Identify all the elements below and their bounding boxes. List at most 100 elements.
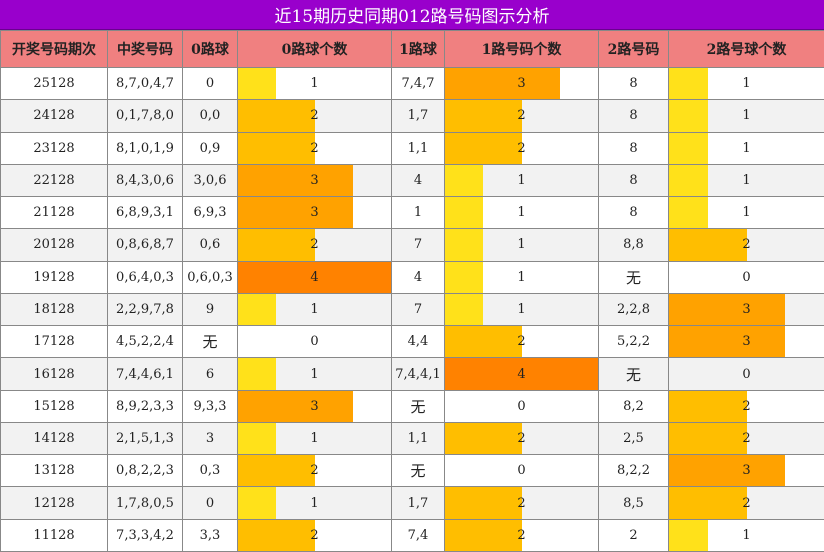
route2-cell: 8 [598, 196, 669, 230]
route0-count-cell: 1 [237, 421, 392, 456]
route2-count-cell: 2 [668, 421, 824, 456]
route2-count-cell: 1 [668, 196, 824, 230]
route0-count-cell: 3 [237, 389, 392, 423]
route2-cell: 8 [598, 99, 669, 133]
count-value: 2 [310, 463, 319, 479]
period-cell: 18128 [0, 292, 108, 327]
route0-count-cell: 3 [237, 196, 392, 230]
count-value: 2 [310, 140, 319, 156]
period-cell: 20128 [0, 228, 108, 262]
header-route1-count: 1路号码个数 [444, 30, 599, 68]
numbers-cell: 7,3,3,4,2 [107, 518, 183, 552]
count-value: 1 [742, 108, 751, 124]
count-bar [238, 487, 277, 519]
count-bar [445, 164, 484, 197]
numbers-cell: 4,5,2,2,4 [107, 325, 183, 359]
count-bar [445, 358, 598, 390]
count-bar [669, 132, 708, 164]
numbers-cell: 0,6,4,0,3 [107, 260, 183, 294]
route1-cell: 1,1 [391, 421, 445, 456]
route1-count-cell: 2 [444, 421, 599, 456]
period-cell: 24128 [0, 99, 108, 133]
route0-cell: 3,3 [182, 518, 238, 552]
period-cell: 12128 [0, 486, 108, 520]
route0-count-cell: 2 [237, 454, 392, 488]
period-cell: 22128 [0, 163, 108, 198]
route2-cell: 5,2,2 [598, 325, 669, 359]
route2-cell: 无 [598, 357, 669, 391]
count-bar [445, 326, 522, 358]
route1-cell: 1,1 [391, 131, 445, 165]
header-route0-count: 0路球个数 [237, 30, 392, 68]
route2-cell: 8,8 [598, 228, 669, 262]
count-value: 2 [742, 398, 751, 414]
count-value: 0 [517, 398, 526, 414]
route0-count-cell: 3 [237, 163, 392, 198]
route2-cell: 8 [598, 131, 669, 165]
count-bar [669, 390, 747, 422]
route0-cell: 9,3,3 [182, 389, 238, 423]
route2-count-cell: 3 [668, 292, 824, 327]
route0-cell: 0,0 [182, 99, 238, 133]
route2-cell: 8,2,2 [598, 454, 669, 488]
count-bar [445, 229, 484, 261]
route0-count-cell: 4 [237, 260, 392, 294]
count-bar [669, 455, 786, 487]
route2-count-cell: 2 [668, 486, 824, 520]
count-value: 2 [517, 431, 526, 447]
count-bar [238, 390, 353, 422]
count-value: 2 [517, 140, 526, 156]
count-bar [238, 132, 315, 164]
route1-cell: 7,4 [391, 518, 445, 552]
period-cell: 11128 [0, 518, 108, 552]
count-value: 2 [517, 495, 526, 511]
table-row: 24128 0,1,7,8,0 0,0 2 1,7 2 8 1 [0, 99, 824, 133]
numbers-cell: 0,8,2,2,3 [107, 454, 183, 488]
route2-cell: 8,2 [598, 389, 669, 423]
count-value: 3 [742, 301, 751, 317]
header-numbers: 中奖号码 [107, 30, 183, 68]
route0-cell: 0,3 [182, 454, 238, 488]
numbers-cell: 1,7,8,0,5 [107, 486, 183, 520]
numbers-cell: 0,8,6,8,7 [107, 228, 183, 262]
route0-count-cell: 1 [237, 486, 392, 520]
count-bar [669, 100, 708, 132]
count-bar [238, 358, 277, 390]
numbers-cell: 2,1,5,1,3 [107, 421, 183, 456]
count-value: 1 [310, 431, 319, 447]
count-bar [669, 422, 747, 455]
count-bar [669, 197, 708, 229]
route2-count-cell: 2 [668, 389, 824, 423]
count-bar [238, 197, 353, 229]
table-row: 14128 2,1,5,1,3 3 1 1,1 2 2,5 2 [0, 421, 824, 456]
count-value: 1 [742, 172, 751, 188]
period-cell: 13128 [0, 454, 108, 488]
route0-count-cell: 2 [237, 99, 392, 133]
table-row: 15128 8,9,2,3,3 9,3,3 3 无 0 8,2 2 [0, 389, 824, 423]
count-value: 1 [742, 527, 751, 543]
count-value: 3 [517, 76, 526, 92]
route1-cell: 1 [391, 196, 445, 230]
numbers-cell: 0,1,7,8,0 [107, 99, 183, 133]
route0-cell: 0 [182, 66, 238, 101]
period-cell: 14128 [0, 421, 108, 456]
count-bar [669, 68, 708, 100]
route2-cell: 2 [598, 518, 669, 552]
route2-count-cell: 1 [668, 131, 824, 165]
count-value: 0 [742, 269, 751, 285]
count-bar [445, 68, 560, 100]
count-value: 1 [310, 495, 319, 511]
route2-cell: 无 [598, 260, 669, 294]
route0-cell: 0,6,0,3 [182, 260, 238, 294]
count-bar [238, 261, 391, 293]
count-value: 4 [310, 269, 319, 285]
route1-count-cell: 3 [444, 66, 599, 101]
numbers-cell: 6,8,9,3,1 [107, 196, 183, 230]
table-row: 17128 4,5,2,2,4 无 0 4,4 2 5,2,2 3 [0, 325, 824, 359]
header-period: 开奖号码期次 [0, 30, 108, 68]
count-value: 2 [310, 108, 319, 124]
route1-cell: 1,7 [391, 99, 445, 133]
count-bar [238, 100, 315, 132]
period-cell: 23128 [0, 131, 108, 165]
count-value: 2 [517, 108, 526, 124]
